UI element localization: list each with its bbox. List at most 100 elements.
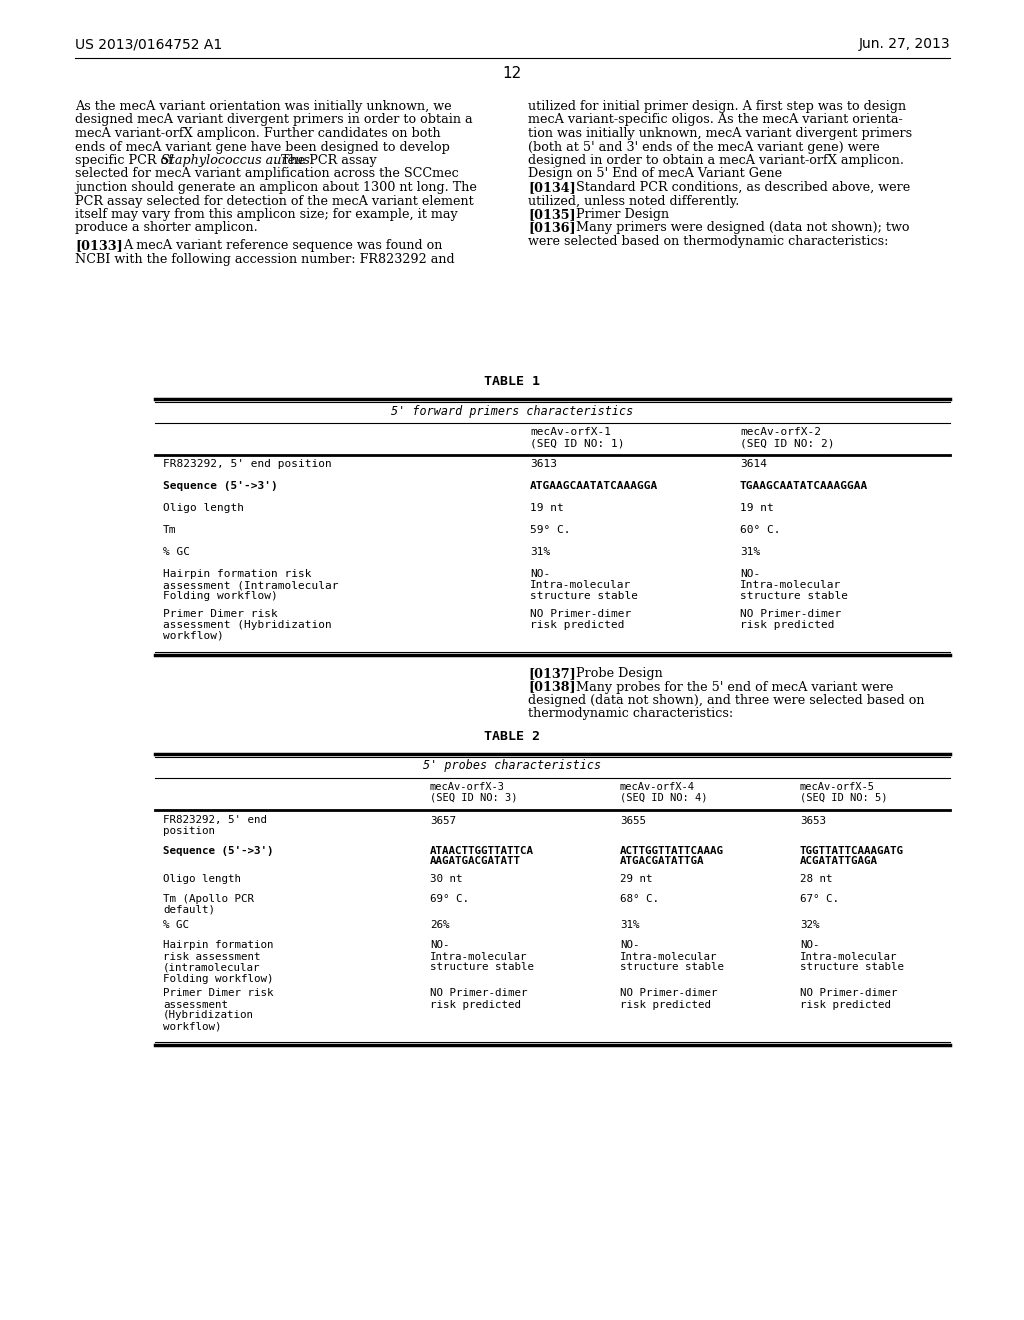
Text: assessment (Intramolecular: assessment (Intramolecular bbox=[163, 579, 339, 590]
Text: FR823292, 5' end: FR823292, 5' end bbox=[163, 816, 267, 825]
Text: 12: 12 bbox=[503, 66, 521, 81]
Text: 19 nt: 19 nt bbox=[530, 503, 564, 513]
Text: Many probes for the 5' end of mecA variant were: Many probes for the 5' end of mecA varia… bbox=[575, 681, 893, 693]
Text: 26%: 26% bbox=[430, 920, 450, 931]
Text: PCR assay selected for detection of the mecA variant element: PCR assay selected for detection of the … bbox=[75, 194, 474, 207]
Text: 3653: 3653 bbox=[800, 816, 826, 825]
Text: [0137]: [0137] bbox=[528, 667, 575, 680]
Text: TGAAGCAATATCAAAGGAA: TGAAGCAATATCAAAGGAA bbox=[740, 480, 868, 491]
Text: 31%: 31% bbox=[620, 920, 640, 931]
Text: . The PCR assay: . The PCR assay bbox=[273, 154, 377, 168]
Text: Sequence (5'->3'): Sequence (5'->3') bbox=[163, 480, 278, 491]
Text: 3655: 3655 bbox=[620, 816, 646, 825]
Text: mecA variant-specific oligos. As the mecA variant orienta-: mecA variant-specific oligos. As the mec… bbox=[528, 114, 903, 127]
Text: thermodynamic characteristics:: thermodynamic characteristics: bbox=[528, 708, 733, 721]
Text: utilized, unless noted differently.: utilized, unless noted differently. bbox=[528, 194, 739, 207]
Text: Hairpin formation risk: Hairpin formation risk bbox=[163, 569, 311, 579]
Text: 5' forward primers characteristics: 5' forward primers characteristics bbox=[391, 405, 633, 418]
Text: Primer Dimer risk: Primer Dimer risk bbox=[163, 989, 273, 998]
Text: Intra-molecular: Intra-molecular bbox=[430, 952, 527, 961]
Text: 32%: 32% bbox=[800, 920, 819, 931]
Text: Intra-molecular: Intra-molecular bbox=[530, 579, 631, 590]
Text: TABLE 1: TABLE 1 bbox=[484, 375, 540, 388]
Text: [0134]: [0134] bbox=[528, 181, 575, 194]
Text: risk predicted: risk predicted bbox=[530, 620, 625, 630]
Text: (SEQ ID NO: 3): (SEQ ID NO: 3) bbox=[430, 792, 517, 803]
Text: risk assessment: risk assessment bbox=[163, 952, 260, 961]
Text: workflow): workflow) bbox=[163, 631, 224, 642]
Text: NO-: NO- bbox=[530, 569, 550, 579]
Text: tion was initially unknown, mecA variant divergent primers: tion was initially unknown, mecA variant… bbox=[528, 127, 912, 140]
Text: ACGATATTGAGA: ACGATATTGAGA bbox=[800, 857, 878, 866]
Text: Folding workflow): Folding workflow) bbox=[163, 591, 278, 601]
Text: structure stable: structure stable bbox=[530, 591, 638, 601]
Text: TABLE 2: TABLE 2 bbox=[484, 730, 540, 742]
Text: % GC: % GC bbox=[163, 546, 190, 557]
Text: structure stable: structure stable bbox=[620, 962, 724, 973]
Text: NO Primer-dimer: NO Primer-dimer bbox=[740, 609, 842, 619]
Text: assessment (Hybridization: assessment (Hybridization bbox=[163, 620, 332, 630]
Text: designed (data not shown), and three were selected based on: designed (data not shown), and three wer… bbox=[528, 694, 925, 708]
Text: AAGATGACGATATT: AAGATGACGATATT bbox=[430, 857, 521, 866]
Text: 3613: 3613 bbox=[530, 459, 557, 469]
Text: Sequence (5'->3'): Sequence (5'->3') bbox=[163, 846, 273, 855]
Text: mecA variant-orfX amplicon. Further candidates on both: mecA variant-orfX amplicon. Further cand… bbox=[75, 127, 440, 140]
Text: (Hybridization: (Hybridization bbox=[163, 1011, 254, 1020]
Text: (SEQ ID NO: 4): (SEQ ID NO: 4) bbox=[620, 792, 708, 803]
Text: [0138]: [0138] bbox=[528, 681, 575, 693]
Text: workflow): workflow) bbox=[163, 1022, 221, 1031]
Text: assessment: assessment bbox=[163, 999, 228, 1010]
Text: specific PCR of: specific PCR of bbox=[75, 154, 177, 168]
Text: Oligo length: Oligo length bbox=[163, 503, 244, 513]
Text: NO-: NO- bbox=[430, 940, 450, 950]
Text: NO Primer-dimer: NO Primer-dimer bbox=[800, 989, 897, 998]
Text: FR823292, 5' end position: FR823292, 5' end position bbox=[163, 459, 332, 469]
Text: Primer Design: Primer Design bbox=[575, 209, 669, 220]
Text: junction should generate an amplicon about 1300 nt long. The: junction should generate an amplicon abo… bbox=[75, 181, 477, 194]
Text: NO-: NO- bbox=[620, 940, 640, 950]
Text: 30 nt: 30 nt bbox=[430, 874, 463, 883]
Text: Tm (Apollo PCR: Tm (Apollo PCR bbox=[163, 894, 254, 903]
Text: Tm: Tm bbox=[163, 525, 176, 535]
Text: (SEQ ID NO: 5): (SEQ ID NO: 5) bbox=[800, 792, 888, 803]
Text: NO-: NO- bbox=[800, 940, 819, 950]
Text: ATGAAGCAATATCAAAGGA: ATGAAGCAATATCAAAGGA bbox=[530, 480, 658, 491]
Text: mecAv-orfX-5: mecAv-orfX-5 bbox=[800, 781, 874, 792]
Text: [0133]: [0133] bbox=[75, 239, 123, 252]
Text: Many primers were designed (data not shown); two: Many primers were designed (data not sho… bbox=[575, 222, 909, 235]
Text: mecAv-orfX-3: mecAv-orfX-3 bbox=[430, 781, 505, 792]
Text: (SEQ ID NO: 1): (SEQ ID NO: 1) bbox=[530, 438, 625, 447]
Text: 28 nt: 28 nt bbox=[800, 874, 833, 883]
Text: Intra-molecular: Intra-molecular bbox=[620, 952, 718, 961]
Text: TGGTTATTCAAAGATG: TGGTTATTCAAAGATG bbox=[800, 846, 904, 855]
Text: 3614: 3614 bbox=[740, 459, 767, 469]
Text: 5' probes characteristics: 5' probes characteristics bbox=[423, 759, 601, 772]
Text: A mecA variant reference sequence was found on: A mecA variant reference sequence was fo… bbox=[123, 239, 442, 252]
Text: itself may vary from this amplicon size; for example, it may: itself may vary from this amplicon size;… bbox=[75, 209, 458, 220]
Text: NO Primer-dimer: NO Primer-dimer bbox=[530, 609, 631, 619]
Text: 19 nt: 19 nt bbox=[740, 503, 774, 513]
Text: Oligo length: Oligo length bbox=[163, 874, 241, 883]
Text: 3657: 3657 bbox=[430, 816, 456, 825]
Text: [0136]: [0136] bbox=[528, 222, 575, 235]
Text: structure stable: structure stable bbox=[740, 591, 848, 601]
Text: Intra-molecular: Intra-molecular bbox=[740, 579, 842, 590]
Text: 60° C.: 60° C. bbox=[740, 525, 780, 535]
Text: Staphylococcus aureus: Staphylococcus aureus bbox=[161, 154, 309, 168]
Text: NO Primer-dimer: NO Primer-dimer bbox=[430, 989, 527, 998]
Text: were selected based on thermodynamic characteristics:: were selected based on thermodynamic cha… bbox=[528, 235, 889, 248]
Text: 31%: 31% bbox=[530, 546, 550, 557]
Text: NCBI with the following accession number: FR823292 and: NCBI with the following accession number… bbox=[75, 252, 455, 265]
Text: ends of mecA variant gene have been designed to develop: ends of mecA variant gene have been desi… bbox=[75, 140, 450, 153]
Text: [0135]: [0135] bbox=[528, 209, 575, 220]
Text: 67° C.: 67° C. bbox=[800, 894, 839, 903]
Text: default): default) bbox=[163, 904, 215, 915]
Text: Design on 5' End of mecA Variant Gene: Design on 5' End of mecA Variant Gene bbox=[528, 168, 782, 181]
Text: Primer Dimer risk: Primer Dimer risk bbox=[163, 609, 278, 619]
Text: US 2013/0164752 A1: US 2013/0164752 A1 bbox=[75, 37, 222, 51]
Text: (both at 5' and 3' ends of the mecA variant gene) were: (both at 5' and 3' ends of the mecA vari… bbox=[528, 140, 880, 153]
Text: mecAv-orfX-1: mecAv-orfX-1 bbox=[530, 426, 611, 437]
Text: Folding workflow): Folding workflow) bbox=[163, 974, 273, 983]
Text: NO Primer-dimer: NO Primer-dimer bbox=[620, 989, 718, 998]
Text: 29 nt: 29 nt bbox=[620, 874, 652, 883]
